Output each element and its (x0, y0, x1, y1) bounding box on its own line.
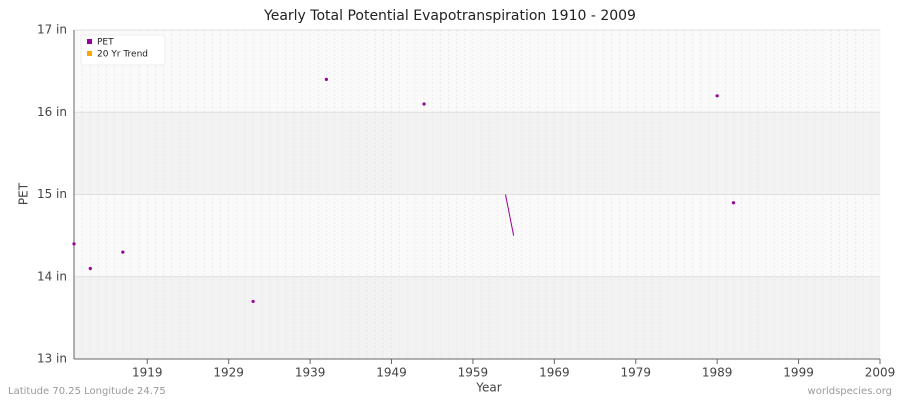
legend-label: 20 Yr Trend (97, 50, 148, 60)
data-point (88, 266, 92, 271)
band (74, 194, 880, 277)
x-tick-label: 1989 (702, 366, 733, 380)
data-point (731, 201, 736, 205)
x-tick-label: 1929 (213, 366, 244, 380)
band (74, 30, 880, 113)
x-axis-label: Year (475, 381, 501, 395)
y-tick-label: 17 in (37, 23, 67, 37)
data-point (715, 94, 719, 98)
data-point (72, 242, 76, 246)
chart-title: Yearly Total Potential Evapotranspiratio… (263, 8, 636, 24)
x-tick-label: 1939 (295, 366, 326, 380)
x-tick-label: 1999 (783, 366, 814, 380)
footer-location: Latitude 70.25 Longitude 24.75 (8, 386, 166, 397)
x-tick-label: 1919 (132, 366, 163, 380)
data-point (324, 77, 328, 81)
y-tick-label: 15 in (37, 187, 67, 201)
data-point (251, 299, 255, 304)
data-point (422, 102, 426, 106)
x-tick-label: 2009 (865, 366, 896, 380)
y-axis-label: PET (17, 182, 31, 205)
legend-swatch (87, 51, 92, 56)
band (74, 276, 880, 359)
x-tick-label: 1949 (376, 366, 407, 380)
x-tick-label: 1969 (539, 366, 570, 380)
band (74, 112, 880, 195)
legend-label: PET (97, 38, 114, 48)
y-tick-label: 14 in (37, 269, 67, 283)
legend-box (80, 34, 166, 66)
y-tick-label: 13 in (37, 352, 67, 366)
data-line (505, 194, 515, 236)
data-point (121, 250, 125, 254)
footer-source: worldspecies.org (808, 386, 892, 397)
y-tick-label: 16 in (37, 105, 67, 119)
x-tick-label: 1959 (458, 366, 489, 380)
x-tick-label: 1979 (620, 366, 651, 380)
legend-swatch (87, 39, 92, 44)
